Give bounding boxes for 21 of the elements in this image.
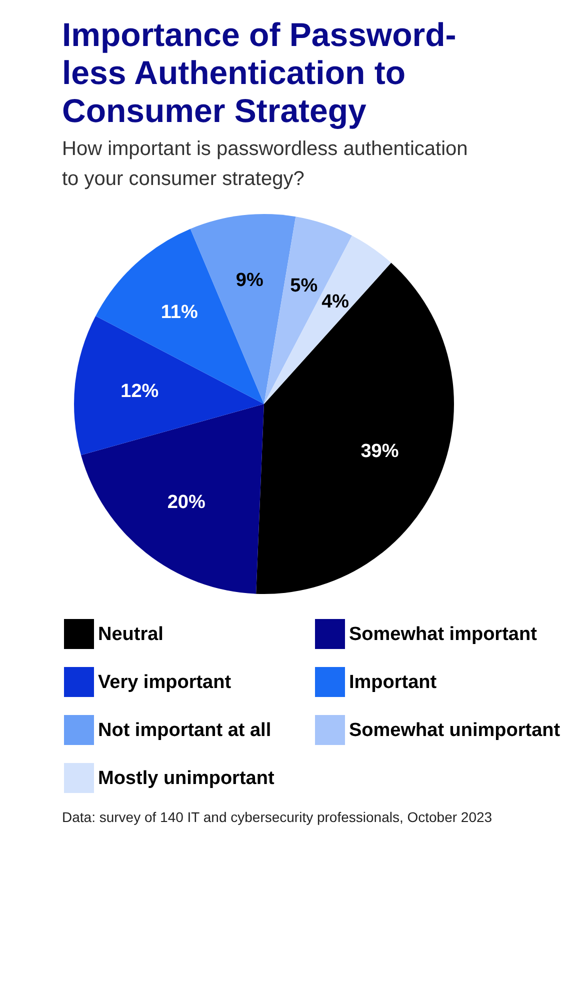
legend-label: Very important — [98, 672, 232, 693]
chart-subtitle: How important is passwordless authentication to your consumer strategy? — [62, 138, 468, 190]
legend-label: Important — [349, 672, 438, 693]
pie-slice — [81, 404, 264, 594]
pie-slice — [96, 228, 264, 404]
data-label: 9% — [236, 270, 264, 291]
text: Data: survey of 140 IT and cybersecurity professionals, October 2023 — [62, 808, 494, 827]
data-label: 20% — [167, 492, 206, 513]
data-label: 5% — [290, 276, 318, 297]
pie-slice — [264, 216, 352, 404]
data-label: 12% — [120, 380, 159, 402]
legend-label: Mostly unimportant — [98, 768, 275, 789]
data-label: 4% — [322, 291, 350, 312]
data-label: 11% — [160, 302, 198, 323]
legend-label: Somewhat unimportant — [349, 720, 561, 741]
legend-label: Neutral — [98, 624, 164, 645]
chart-title: Importance of Password-less Authentication to Consumer Strategy — [62, 16, 456, 129]
data-label: 39% — [360, 441, 399, 462]
legend-label: Not important at all — [98, 720, 272, 741]
legend-label: Somewhat important — [349, 624, 538, 645]
pie-slice — [264, 236, 392, 404]
